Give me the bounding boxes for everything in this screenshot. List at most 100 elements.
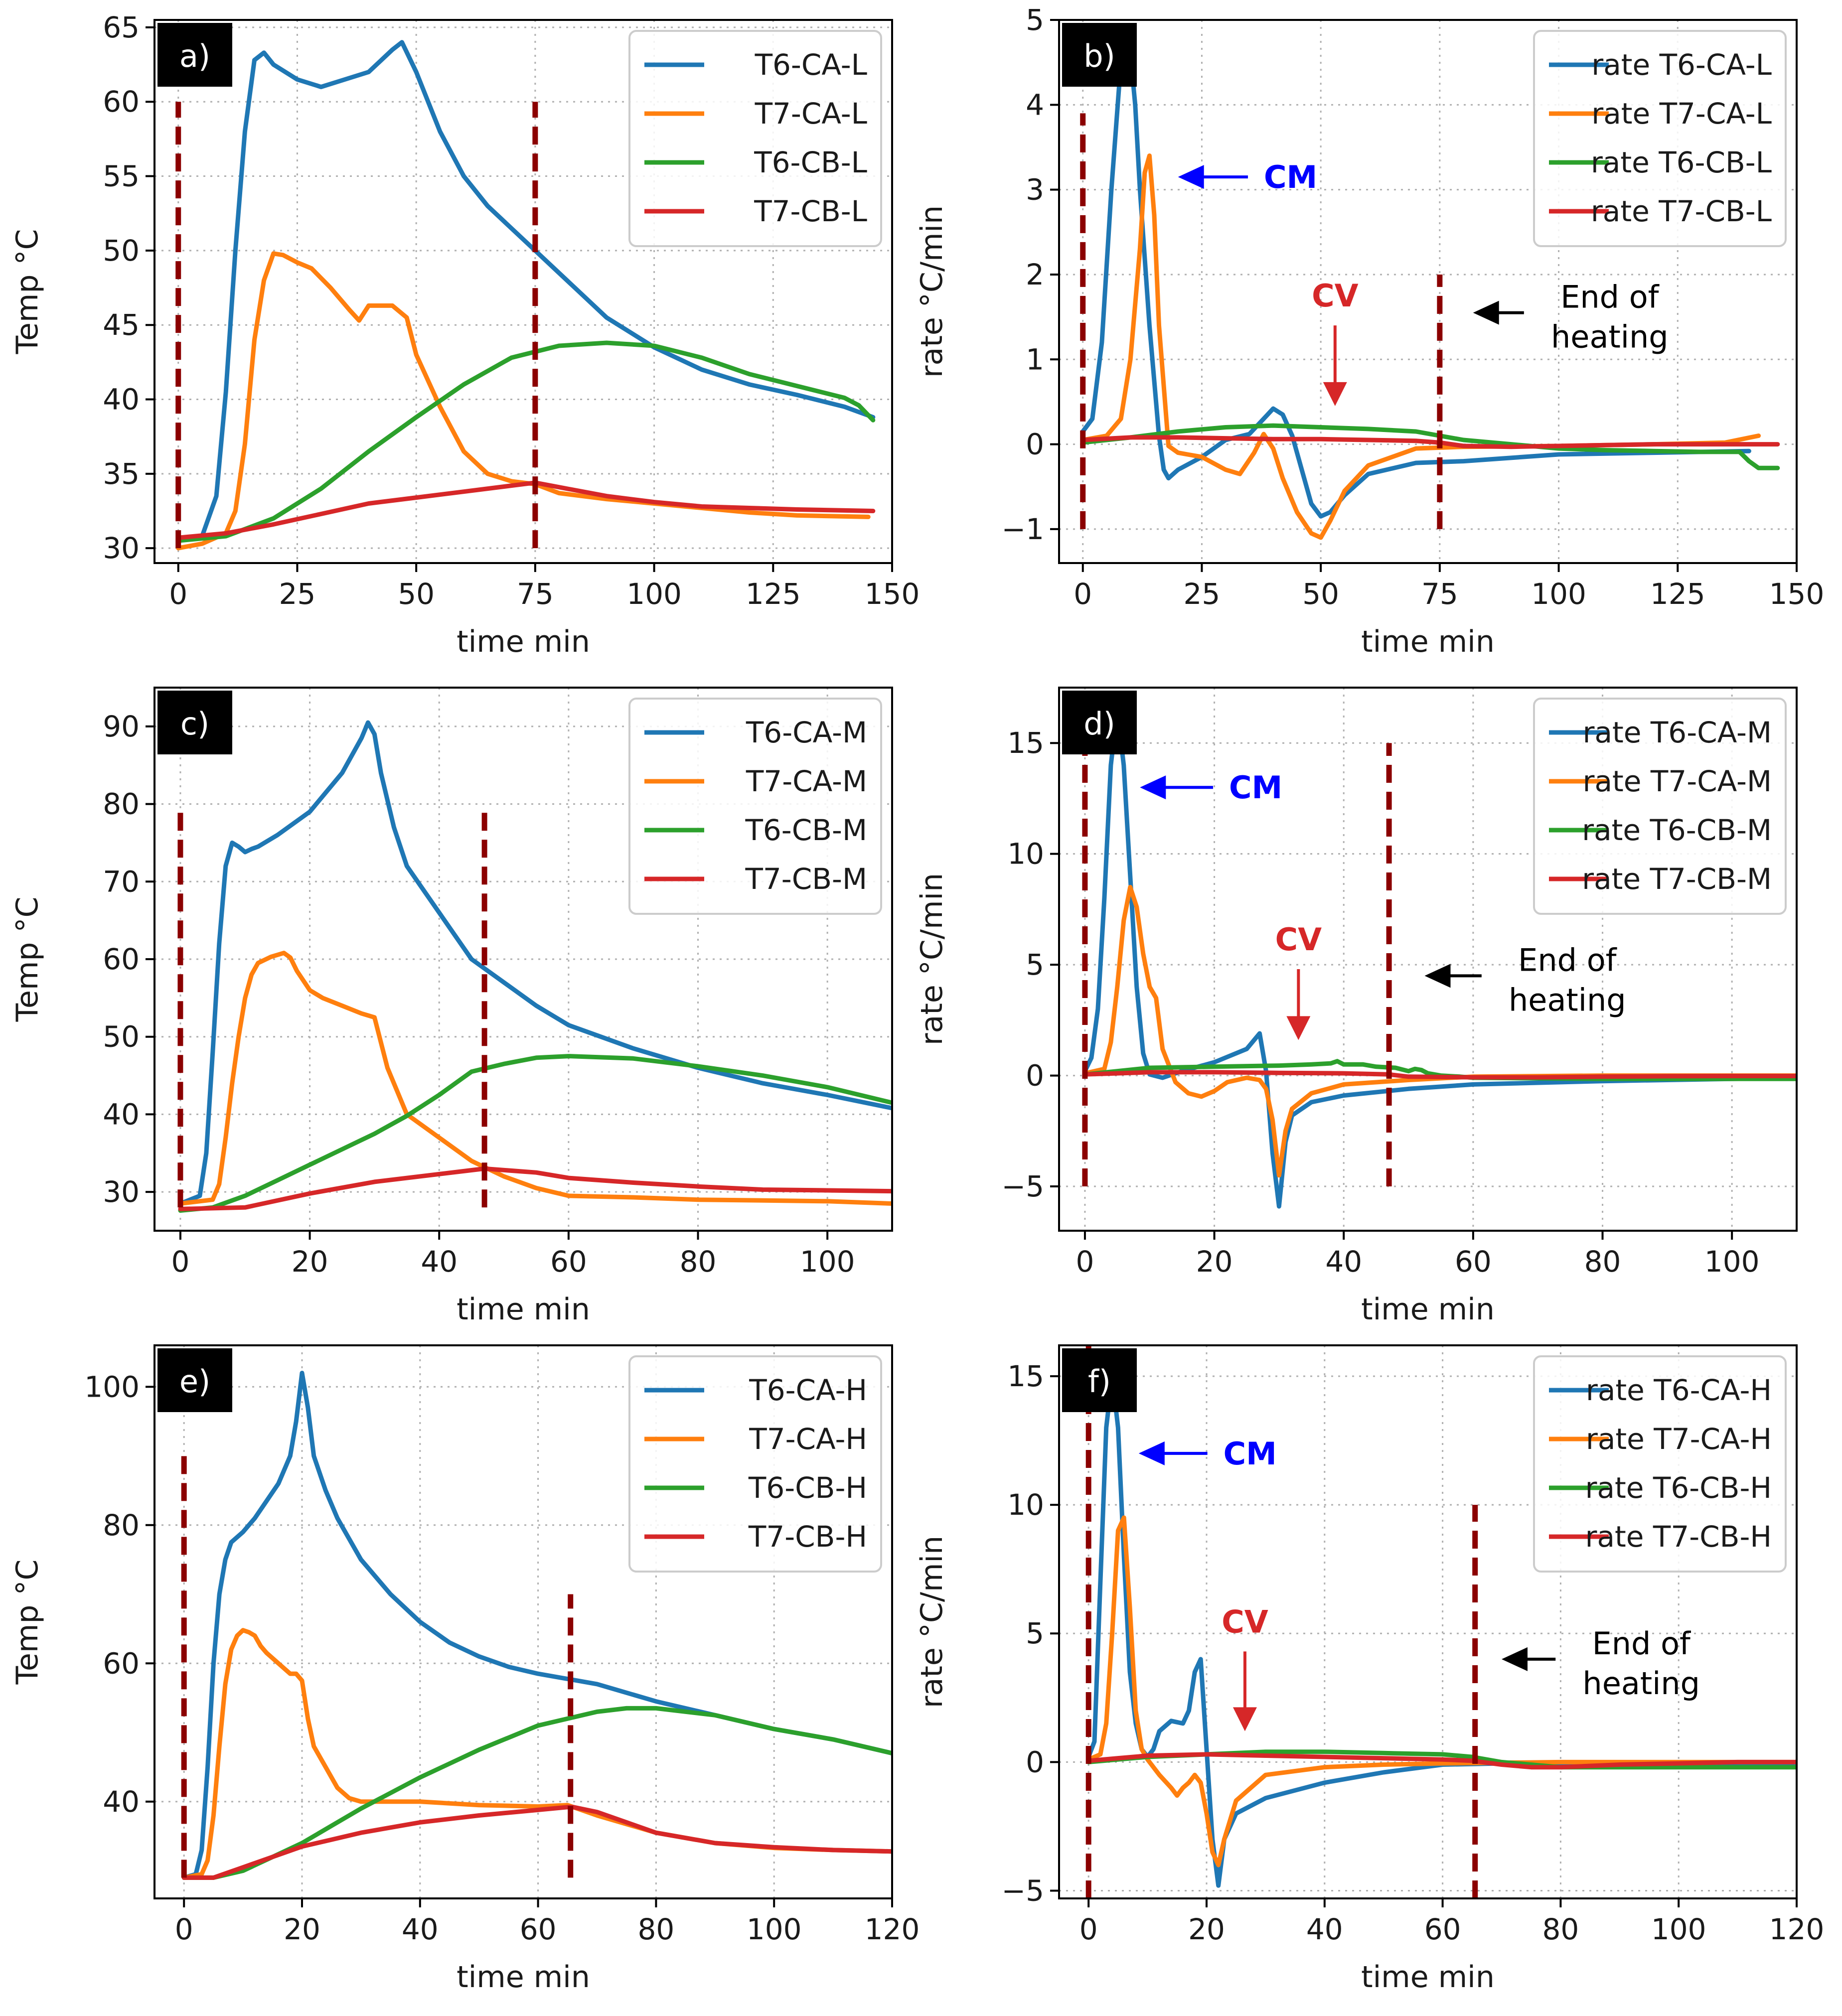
y-tick-label: 15 [1007,726,1044,760]
x-tick-label: 20 [292,1245,328,1279]
y-tick-label: 30 [103,531,140,565]
y-tick-label: −5 [1002,1169,1045,1203]
legend-label: T6-CB-L [754,145,867,179]
x-tick-label: 100 [1531,577,1586,611]
x-tick-label: 40 [1325,1245,1362,1279]
legend-label: T7-CA-L [755,97,867,131]
x-tick-label: 80 [1542,1912,1579,1946]
annotation-line: CV [1275,921,1322,958]
annotation-arrow-head [1323,382,1347,406]
x-tick-label: 0 [1079,1912,1098,1946]
panel-e: 0 20 40 60 80 100 120 40 60 80 100 time min Temp °C e… [10,1344,920,1995]
annotation-label: End of heating [1582,1625,1700,1702]
panel-a: 0 25 50 75 100 125 150 30 35 40 45 50 55 60 65 time min… [10,10,920,659]
y-tick-label: 0 [1026,428,1044,461]
annotation-arrow-head [1178,165,1204,189]
axes-frame [1058,19,1798,564]
series-line-rate-t7-ca-m [1082,884,1797,1178]
legend-label: T7-CB-M [745,862,867,896]
x-tick-label: 0 [171,1245,189,1279]
legend-label: T7-CA-M [746,764,867,798]
y-tick-label: 15 [1007,1359,1044,1393]
annotation-label: CV [1222,1603,1268,1640]
y-tick-label: 65 [103,10,140,44]
x-tick-label: 100 [1651,1912,1706,1946]
panel-label: f) [1088,1363,1111,1400]
series-line-rate-t7-ca-h [1086,1515,1797,1868]
legend-label: rate T7-CA-M [1583,764,1772,798]
legend-label: rate T6-CA-M [1583,716,1772,749]
axes-frame [1058,687,1798,1232]
x-tick-label: 125 [746,577,801,611]
legend-label: rate T7-CA-L [1591,97,1772,131]
axes-frame [1058,1344,1798,1899]
y-tick-label: 4 [1026,88,1044,122]
x-tick-label: 150 [865,577,920,611]
legend-label: T7-CB-H [748,1520,867,1554]
legend-label: rate T6-CB-M [1582,813,1772,847]
legend-label: T6-CA-M [746,716,867,749]
x-axis-label: time min [457,1960,590,1995]
x-tick-label: 60 [1455,1245,1492,1279]
panel-label: e) [179,1363,210,1400]
annotation-line: End of [1560,279,1660,315]
y-tick-label: 100 [84,1370,140,1404]
legend-label: T7-CA-H [749,1422,867,1456]
x-tick-label: 120 [1769,1912,1825,1946]
legend-label: rate T6-CA-H [1586,1373,1772,1407]
x-tick-label: 20 [1196,1245,1233,1279]
legend-label: T6-CA-L [755,48,867,82]
legend-label: rate T7-CB-L [1591,194,1772,228]
y-tick-label: 60 [103,942,140,976]
x-tick-label: 60 [520,1912,557,1946]
y-tick-label: −1 [1002,512,1045,546]
legend-label: rate T6-CB-L [1591,145,1772,179]
x-axis-label: time min [1361,624,1495,659]
annotation-line: End of [1592,1625,1691,1662]
legend-label: T6-CB-M [745,813,867,847]
y-tick-label: 10 [1007,1488,1044,1522]
series-line-t7-cb-m [178,1166,892,1211]
x-tick-label: 100 [1704,1245,1760,1279]
annotation-label: CM [1229,769,1282,806]
plot-area [177,720,892,1213]
annotation-line: CV [1312,278,1359,314]
annotation-line: heating [1551,319,1669,355]
legend-label: T6-CA-H [749,1373,867,1407]
y-tick-label: 10 [1007,837,1044,871]
x-tick-label: 100 [626,577,682,611]
series-line-rate-t6-ca-h [1086,1374,1797,1888]
panel-label-box [157,691,232,754]
y-tick-label: 2 [1026,258,1044,291]
annotation-label: CV [1312,278,1359,314]
series-line-t7-cb-h [181,1805,892,1880]
y-axis-label: Temp °C [10,229,45,355]
y-tick-label: 70 [103,864,140,898]
plot-area [181,1371,892,1880]
series-line-rate-t7-cb-m [1082,1070,1797,1080]
annotation-label: CM [1224,1436,1277,1472]
series-line-t7-cb-l [176,480,876,540]
y-tick-label: 40 [103,1097,140,1131]
panel-label-box [1062,691,1137,754]
y-tick-label: 45 [103,308,140,342]
annotation-line: CM [1224,1436,1277,1472]
annotation-line: CM [1229,769,1282,806]
legend-label: rate T7-CB-H [1585,1520,1772,1554]
legend-box [1533,30,1787,247]
annotation-label: CM [1264,159,1317,195]
x-tick-label: 75 [1421,577,1458,611]
panel-label: c) [180,706,209,742]
axes-frame [154,19,893,564]
y-tick-label: 50 [103,1020,140,1054]
y-axis-label: Temp °C [10,897,45,1022]
x-tick-label: 150 [1769,577,1825,611]
legend-box [628,1355,882,1573]
annotation-arrow-head [1140,775,1166,800]
y-tick-label: 50 [103,234,140,268]
y-tick-label: −5 [1002,1874,1045,1908]
annotation-line: CV [1222,1603,1268,1640]
x-tick-label: 50 [1302,577,1339,611]
x-tick-label: 80 [637,1912,674,1946]
x-tick-label: 75 [517,577,554,611]
